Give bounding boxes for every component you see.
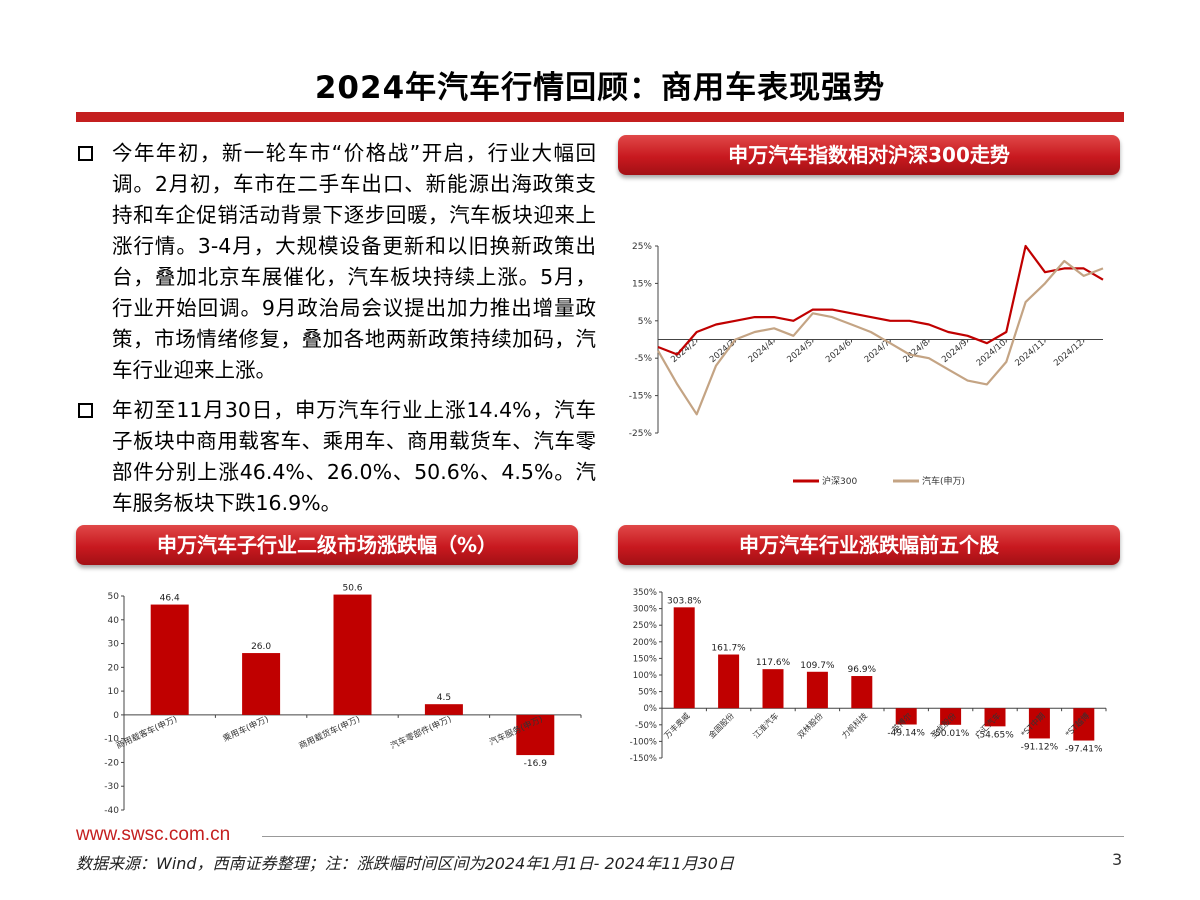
x-tick-label: 2024/4 xyxy=(747,338,776,365)
title-divider xyxy=(76,112,1124,122)
x-tick-label: 2024/12 xyxy=(1052,338,1085,368)
line-chart: 25%15%5%-5%-15%-25%2024/2 2024/3 2024/4 202… xyxy=(629,242,1104,487)
page-number: 3 xyxy=(1112,850,1123,869)
footer-url[interactable]: www.swsc.com.cn xyxy=(76,824,231,845)
y-tick-label: -30 xyxy=(104,782,119,792)
y-tick-label: -10 xyxy=(104,735,119,745)
bar-value-label: 109.7% xyxy=(800,661,835,671)
bullet-item: 今年年初，新一轮车市“价格战”开启，行业大幅回调。2月初，车市在二手车出口、新能… xyxy=(76,138,596,386)
footer-divider xyxy=(262,836,1124,837)
y-tick-label: 150% xyxy=(633,654,657,664)
bar xyxy=(806,671,828,709)
y-tick-label: -50% xyxy=(635,721,657,731)
y-tick-label: 25% xyxy=(632,242,652,252)
y-tick-label: 350% xyxy=(633,588,657,598)
y-tick-label: -20 xyxy=(104,758,119,768)
y-tick-label: 50 xyxy=(108,592,120,602)
bar xyxy=(984,708,1006,727)
bar-value-label: -50.01% xyxy=(932,729,970,739)
y-tick-label: -100% xyxy=(630,737,657,747)
bullet-item: 年初至11月30日，申万汽车行业上涨14.4%，汽车子板块中商用载客车、乘用车、… xyxy=(76,395,596,519)
sub-industry-chart-panel: 50 40 30 20 10 0 -10 -20 -30 -40 46.4 商用载客车(申万) 26.0… xyxy=(76,578,601,820)
top-stocks-chart-panel: 350% 300% 250% 200% 150% 100% 50% 0% -50% -100% -1… xyxy=(618,578,1120,820)
bar xyxy=(424,704,463,715)
x-tick-label: 2024/11 xyxy=(1013,338,1046,368)
bullet-text: 年初至11月30日，申万汽车行业上涨14.4%，汽车子板块中商用载客车、乘用车、… xyxy=(112,398,596,515)
bar xyxy=(242,653,281,715)
bullet-list: 今年年初，新一轮车市“价格战”开启，行业大幅回调。2月初，车市在二手车出口、新能… xyxy=(76,138,596,528)
bar-value-label: 46.4 xyxy=(160,594,180,604)
y-tick-label: 30 xyxy=(108,640,120,650)
bar xyxy=(673,607,695,709)
bar xyxy=(851,676,873,709)
y-tick-label: 300% xyxy=(633,605,657,615)
series-line xyxy=(657,259,1104,416)
bar-value-label: 50.6 xyxy=(342,584,362,594)
bar-value-label: -49.14% xyxy=(887,729,925,739)
category-label: 金固股份 xyxy=(706,711,736,741)
category-label: 汽车零部件(申万) xyxy=(389,714,454,752)
y-tick-label: -40 xyxy=(104,806,119,816)
legend-label: 汽车(申万) xyxy=(922,475,965,487)
square-bullet-icon xyxy=(78,146,93,161)
y-tick-label: -15% xyxy=(629,392,653,402)
x-tick-label: 2024/6 xyxy=(824,338,853,365)
bar-value-label: 117.6% xyxy=(756,658,791,668)
bar-value-label: 303.8% xyxy=(667,596,702,606)
category-label: 力帆科技 xyxy=(840,711,870,741)
bar-value-label: 4.5 xyxy=(437,693,451,703)
bar xyxy=(940,708,962,725)
x-tick-label: 2024/9 xyxy=(940,338,969,365)
bar-value-label: -97.41% xyxy=(1065,745,1103,755)
y-tick-label: -5% xyxy=(634,354,652,364)
y-tick-label: 100% xyxy=(633,671,657,681)
bar xyxy=(150,604,189,715)
category-label: 万丰奥威 xyxy=(662,711,692,741)
y-tick-label: 0% xyxy=(644,704,658,714)
y-tick-label: 5% xyxy=(638,317,653,327)
y-tick-label: 10 xyxy=(108,687,120,697)
footer-source: 数据来源：Wind，西南证券整理；注：涨跌幅时间区间为2024年1月1日- 20… xyxy=(76,854,734,873)
top-stocks-banner: 申万汽车行业涨跌幅前五个股 xyxy=(618,525,1120,565)
y-tick-label: 15% xyxy=(632,279,652,289)
bar-value-label: 26.0 xyxy=(251,642,271,652)
category-label: 乘用车(申万) xyxy=(221,714,270,745)
bar-value-label: -54.65% xyxy=(976,730,1014,740)
category-label: 商用载货车(申万) xyxy=(297,714,362,752)
sub-industry-bar-chart: 50403020100-10-20-30-4046.4商用载客车(申万)26.0… xyxy=(104,584,582,816)
bar xyxy=(333,594,372,715)
category-label: 江淮汽车 xyxy=(751,711,781,741)
bar xyxy=(1028,708,1050,739)
y-tick-label: 20 xyxy=(108,663,120,673)
y-tick-label: 0 xyxy=(113,711,119,721)
bar-value-label: 96.9% xyxy=(848,665,877,675)
x-tick-label: 2024/2 xyxy=(669,338,698,365)
line-chart-panel: 25% 15% 5% -5% -15% -25% 2024/2 2024/3 2024/4 202… xyxy=(618,228,1120,498)
line-chart-banner: 申万汽车指数相对沪深300走势 xyxy=(618,135,1120,175)
square-bullet-icon xyxy=(78,403,93,418)
y-tick-label: 40 xyxy=(108,616,120,626)
bar xyxy=(1073,708,1095,741)
bar-value-label: -91.12% xyxy=(1021,742,1059,752)
bullet-text: 今年年初，新一轮车市“价格战”开启，行业大幅回调。2月初，车市在二手车出口、新能… xyxy=(112,141,596,382)
bar xyxy=(895,708,917,725)
sub-industry-banner: 申万汽车子行业二级市场涨跌幅（%） xyxy=(76,525,578,565)
category-label: 双林股份 xyxy=(795,711,825,741)
x-tick-label: 2024/5 xyxy=(785,338,814,365)
bar xyxy=(718,654,740,709)
y-tick-label: -150% xyxy=(630,754,657,764)
page-title: 2024年汽车行情回顾：商用车表现强势 xyxy=(314,70,886,106)
y-tick-label: 200% xyxy=(633,638,657,648)
y-tick-label: 250% xyxy=(633,621,657,631)
bar-value-label: 161.7% xyxy=(711,644,746,654)
series-line xyxy=(657,244,1104,356)
bar xyxy=(762,669,784,709)
top-stocks-bar-chart: 350% 300% 250% 200% 150% 100% 50% 0% -50% -100% -1… xyxy=(630,588,1107,764)
bar-value-label: -16.9 xyxy=(524,759,548,769)
y-tick-label: -25% xyxy=(629,429,653,439)
y-tick-label: 50% xyxy=(638,688,657,698)
legend-label: 沪深300 xyxy=(822,475,857,487)
bar xyxy=(516,714,555,756)
